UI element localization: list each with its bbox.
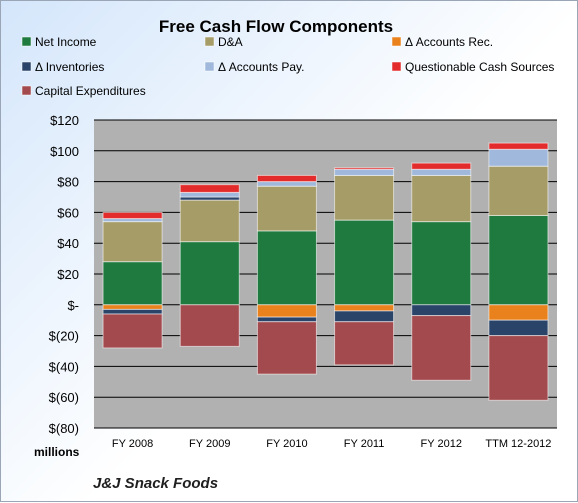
bar-segment	[102, 313, 163, 349]
bar-segment	[102, 261, 163, 306]
x-tick-label: FY 2010	[266, 438, 307, 450]
y-tick-label: $120	[50, 113, 79, 128]
bar-segment	[488, 148, 549, 167]
bar-segment	[411, 162, 472, 170]
bar-segment	[334, 310, 395, 323]
bar-segment	[179, 184, 240, 193]
bar-segment	[256, 181, 317, 187]
y-tick-label: $(40)	[49, 359, 79, 374]
chart-title: Free Cash Flow Components	[159, 17, 393, 36]
legend-label: Net Income	[35, 35, 97, 49]
bar-segment	[488, 319, 549, 337]
bar-segment	[102, 221, 163, 263]
legend-swatch	[21, 61, 32, 72]
x-tick-label: FY 2008	[112, 438, 153, 450]
bar-segment	[411, 221, 472, 306]
legend-swatch	[204, 36, 215, 47]
bar-segment	[256, 304, 317, 318]
y-tick-label: $20	[57, 267, 79, 282]
bar-segment	[411, 315, 472, 381]
bar-segment	[179, 241, 240, 306]
bar-segment	[411, 168, 472, 176]
y-tick-label: $(60)	[49, 390, 79, 405]
x-tick-label: FY 2012	[421, 438, 462, 450]
y-tick-label: $100	[50, 144, 79, 159]
legend: Net Income D&A Δ Accounts Rec. Δ Inventorie…	[21, 35, 554, 98]
bar-segment	[334, 167, 395, 170]
bar-segment	[488, 335, 549, 401]
bar-segment	[179, 191, 240, 198]
bar-segment	[334, 219, 395, 306]
legend-swatch	[21, 36, 32, 47]
legend-label: Δ Inventories	[35, 60, 104, 74]
y-tick-label: $60	[57, 205, 79, 220]
legend-swatch	[21, 85, 32, 96]
bar-segment	[488, 304, 549, 321]
x-tick-label: FY 2009	[189, 438, 230, 450]
bar-segment	[488, 142, 549, 150]
bar-segment	[488, 165, 549, 216]
bar-segment	[179, 199, 240, 243]
y-axis-units-label: millions	[34, 445, 80, 459]
bar-segment	[256, 174, 317, 183]
y-tick-label: $(20)	[49, 329, 79, 344]
bar-segment	[256, 230, 317, 306]
legend-swatch	[391, 61, 402, 72]
x-tick-label: FY 2011	[344, 438, 385, 450]
y-tick-label: $(80)	[49, 421, 79, 436]
bar-segment	[102, 211, 163, 220]
bar-segment	[256, 321, 317, 375]
y-tick-label: $40	[57, 236, 79, 251]
bar-segment	[334, 304, 395, 312]
legend-label: D&A	[218, 35, 243, 49]
legend-swatch	[204, 61, 215, 72]
company-name: J&J Snack Foods	[93, 475, 218, 492]
y-tick-label: $80	[57, 175, 79, 190]
legend-label: Δ Accounts Rec.	[405, 35, 493, 49]
legend-label: Capital Expenditures	[35, 84, 146, 98]
x-tick-label: TTM 12-2012	[485, 438, 551, 450]
bar-segment	[102, 308, 163, 315]
bar-segment	[334, 321, 395, 366]
grid	[94, 119, 557, 429]
bar-segment	[334, 174, 395, 221]
bar-segment	[411, 304, 472, 317]
legend-label: Questionable Cash Sources	[405, 60, 554, 74]
bar-segment	[411, 174, 472, 223]
bar-segment	[256, 185, 317, 232]
x-axis: FY 2008 FY 2009 FY 2010 FY 2011 FY 2012 TTM 1…	[112, 438, 552, 450]
legend-swatch	[391, 36, 402, 47]
y-tick-label: $-	[67, 298, 79, 313]
bar-segment	[334, 168, 395, 176]
bar-segment	[488, 214, 549, 306]
bar-segment	[179, 304, 240, 347]
bars	[102, 142, 549, 401]
legend-label: Δ Accounts Pay.	[218, 60, 305, 74]
bar-segment	[102, 304, 163, 310]
y-axis: $120 $100 $80 $60 $40 $20 $- $(20) $(40) $(60) $(8…	[49, 113, 79, 436]
bar-segment	[256, 316, 317, 323]
